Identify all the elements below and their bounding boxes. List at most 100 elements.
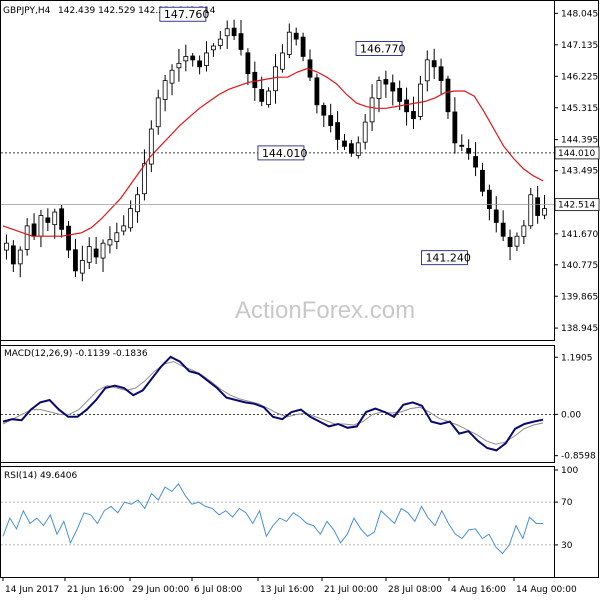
level-label-box [421,250,468,266]
x-tick-label: 4 Aug 16:00 [451,585,506,595]
candle-body [535,197,541,216]
rsi-levels [1,501,554,546]
candle-body [169,69,175,84]
candle-body [142,163,147,195]
price-candles [4,19,547,282]
rsi-panel-frame [0,466,555,578]
level-label: 147.760 [164,8,210,21]
level-label-box [355,41,403,56]
price-tick-label: 146.225 [561,72,598,82]
candle-body [293,32,299,40]
candle-body [162,80,168,100]
candle-body [514,235,520,247]
candle-body [66,225,71,251]
ma-line [2,67,544,237]
x-tick-label: 6 Jul 08:00 [194,585,243,595]
x-tick-label: 28 Jul 08:00 [388,585,442,595]
candle-body [273,66,278,92]
macd-line [2,355,544,452]
candle-body [197,60,203,68]
candle-body [135,194,140,213]
candle-body [376,80,382,99]
chart-frame [0,0,599,578]
x-tick-label: 21 Jun 16:00 [67,585,124,595]
candle-body [86,246,92,263]
x-tick-label: 21 Jul 00:00 [324,585,378,595]
x-tick-label: 14 Aug 00:00 [516,585,577,595]
candle-body [480,169,485,192]
x-tick-label: 14 Jun 2017 [5,585,59,595]
price-tick-label: 145.315 [561,104,598,114]
candle-body [486,189,492,209]
macd-y-axis: 1.1905 0.00 -0.8598 [554,353,596,462]
price-tick-label: 141.670 [561,230,598,240]
candle-body [176,62,182,69]
rsi-line [2,483,543,555]
candle-body [128,208,134,229]
candle-body [321,105,327,116]
candle-body [31,223,37,237]
candle-body [114,232,120,242]
price-tick-label: 148.045 [561,9,598,19]
candle-body [424,59,430,82]
candle-body [445,78,451,113]
candle-body [369,97,375,123]
ohlc-values: 142.439 142.529 142.234 142.514 [58,6,216,16]
price-panel: GBPJPY,H4 142.439 142.529 142.234 142.51… [0,0,600,341]
candle-body [459,144,465,147]
candle-body [245,52,251,75]
candle-body [452,111,458,144]
candle-body [335,122,340,140]
candle-body [211,45,216,51]
candle-body [355,142,361,156]
level-label-box [257,145,305,161]
candle-body [266,90,272,105]
x-tick-label: 29 Jun 00:00 [132,585,189,595]
candle-body [121,225,127,232]
candle-body [45,217,51,223]
level-axis-box [554,146,600,160]
candle-body [328,115,334,126]
candle-body [183,56,189,62]
candle-body [24,225,30,250]
candle-body [362,121,368,143]
candle-body [17,249,23,265]
candle-body [342,140,347,147]
candle-body [411,111,416,120]
candle-body [431,60,437,68]
rsi-panel: RSI(14) 49.6406 100 70 30 [0,466,578,578]
candle-body [542,208,547,216]
price-panel-frame [0,0,555,341]
rsi-title: RSI(14) 49.6406 [4,471,77,481]
candle-body [79,260,85,274]
rsi-y-axis: 100 70 30 [554,466,578,551]
candle-body [231,27,237,37]
candle-body [528,194,534,227]
level-label: 144.010 [262,147,308,160]
candle-body [507,236,513,248]
candle-body [466,148,472,154]
candle-body [217,38,223,46]
macd-panel: MACD(12,26,9) -0.1139 -0.1836 1.1905 0.00… [0,345,596,463]
candle-body [10,245,16,265]
candle-body [397,87,403,102]
candle-body [259,89,265,102]
candle-body [348,143,354,154]
price-levels: 147.760 146.770 144.010 144.010 141.240 142.5… [1,6,600,266]
rsi-tick-label: 30 [561,541,573,551]
level-label: 146.770 [360,42,406,55]
candle-body [493,209,499,223]
candle-body [4,242,9,251]
current-price-label: 142.514 [558,201,595,211]
candle-body [93,248,99,258]
price-tick-label: 144.395 [561,136,598,146]
candle-body [224,28,230,37]
price-y-axis: 148.045 147.135 146.225 145.315 144.395 143.4… [554,9,598,334]
candle-body [73,249,78,272]
candle-body [148,128,154,165]
macd-panel-frame [0,345,555,463]
level-label: 141.240 [425,252,471,265]
candle-body [59,208,65,230]
